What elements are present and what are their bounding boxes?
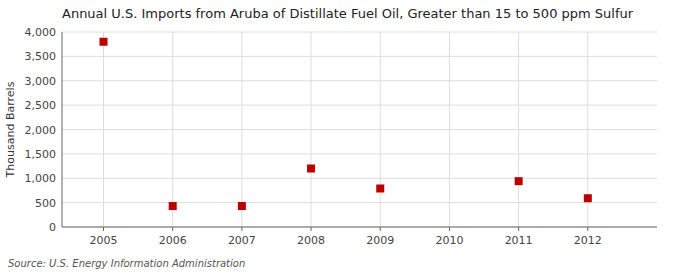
y-tick-label: 0	[49, 221, 56, 234]
x-tick-label: 2007	[228, 234, 256, 247]
x-tick-label: 2008	[297, 234, 325, 247]
grid	[62, 32, 657, 227]
y-tick-label: 500	[35, 197, 56, 210]
x-tick	[380, 227, 381, 231]
y-tick-label: 4,000	[25, 26, 57, 39]
x-grid-line	[172, 32, 173, 227]
y-grid-line	[62, 80, 657, 81]
x-tick	[311, 227, 312, 231]
y-tick-label: 2,500	[25, 99, 57, 112]
x-tick-label: 2010	[435, 234, 463, 247]
y-tick-label: 1,500	[25, 148, 57, 161]
point	[376, 184, 384, 192]
y-grid-line	[62, 129, 657, 130]
x-grid-line	[103, 32, 104, 227]
point	[238, 202, 246, 210]
title: Annual U.S. Imports from Aruba of Distil…	[62, 6, 634, 21]
x-grid-line	[518, 32, 519, 227]
x-grid-line	[449, 32, 450, 227]
chart-svg: Annual U.S. Imports from Aruba of Distil…	[0, 0, 675, 275]
x-tick	[103, 227, 104, 231]
x-tick-label: 2012	[574, 234, 602, 247]
chart-container: Annual U.S. Imports from Aruba of Distil…	[0, 0, 675, 275]
source-note: Source: U.S. Energy Information Administ…	[8, 258, 245, 269]
y-grid-line	[62, 32, 657, 33]
point	[307, 165, 315, 173]
point	[100, 38, 108, 46]
x-tick	[172, 227, 173, 231]
y-tick-label: 3,000	[25, 75, 57, 88]
y-tick-label: 3,500	[25, 50, 57, 63]
x-tick	[587, 227, 588, 231]
x-grid-line	[311, 32, 312, 227]
y-grid-line	[62, 178, 657, 179]
x-tick-label: 2009	[366, 234, 394, 247]
x-tick	[449, 227, 450, 231]
x-tick	[241, 227, 242, 231]
point	[584, 194, 592, 202]
points	[100, 38, 592, 210]
y-grid-line	[62, 202, 657, 203]
x-grid-line	[241, 32, 242, 227]
x-tick-label: 2005	[90, 234, 118, 247]
x-tick	[518, 227, 519, 231]
y-tick-label: 1,000	[25, 172, 57, 185]
y-grid-line	[62, 105, 657, 106]
point	[169, 202, 177, 210]
x-tick-label: 2006	[159, 234, 187, 247]
x-grid-line	[380, 32, 381, 227]
y-tick-label: 2,000	[25, 124, 57, 137]
y-axis-line	[62, 32, 63, 227]
y-grid-line	[62, 153, 657, 154]
x-axis-line	[62, 227, 657, 228]
y-grid-line	[62, 56, 657, 57]
y-axis-label: Thousand Barrels	[4, 81, 17, 178]
y-grid-line	[62, 227, 657, 228]
x-tick-label: 2011	[505, 234, 533, 247]
point	[515, 177, 523, 185]
